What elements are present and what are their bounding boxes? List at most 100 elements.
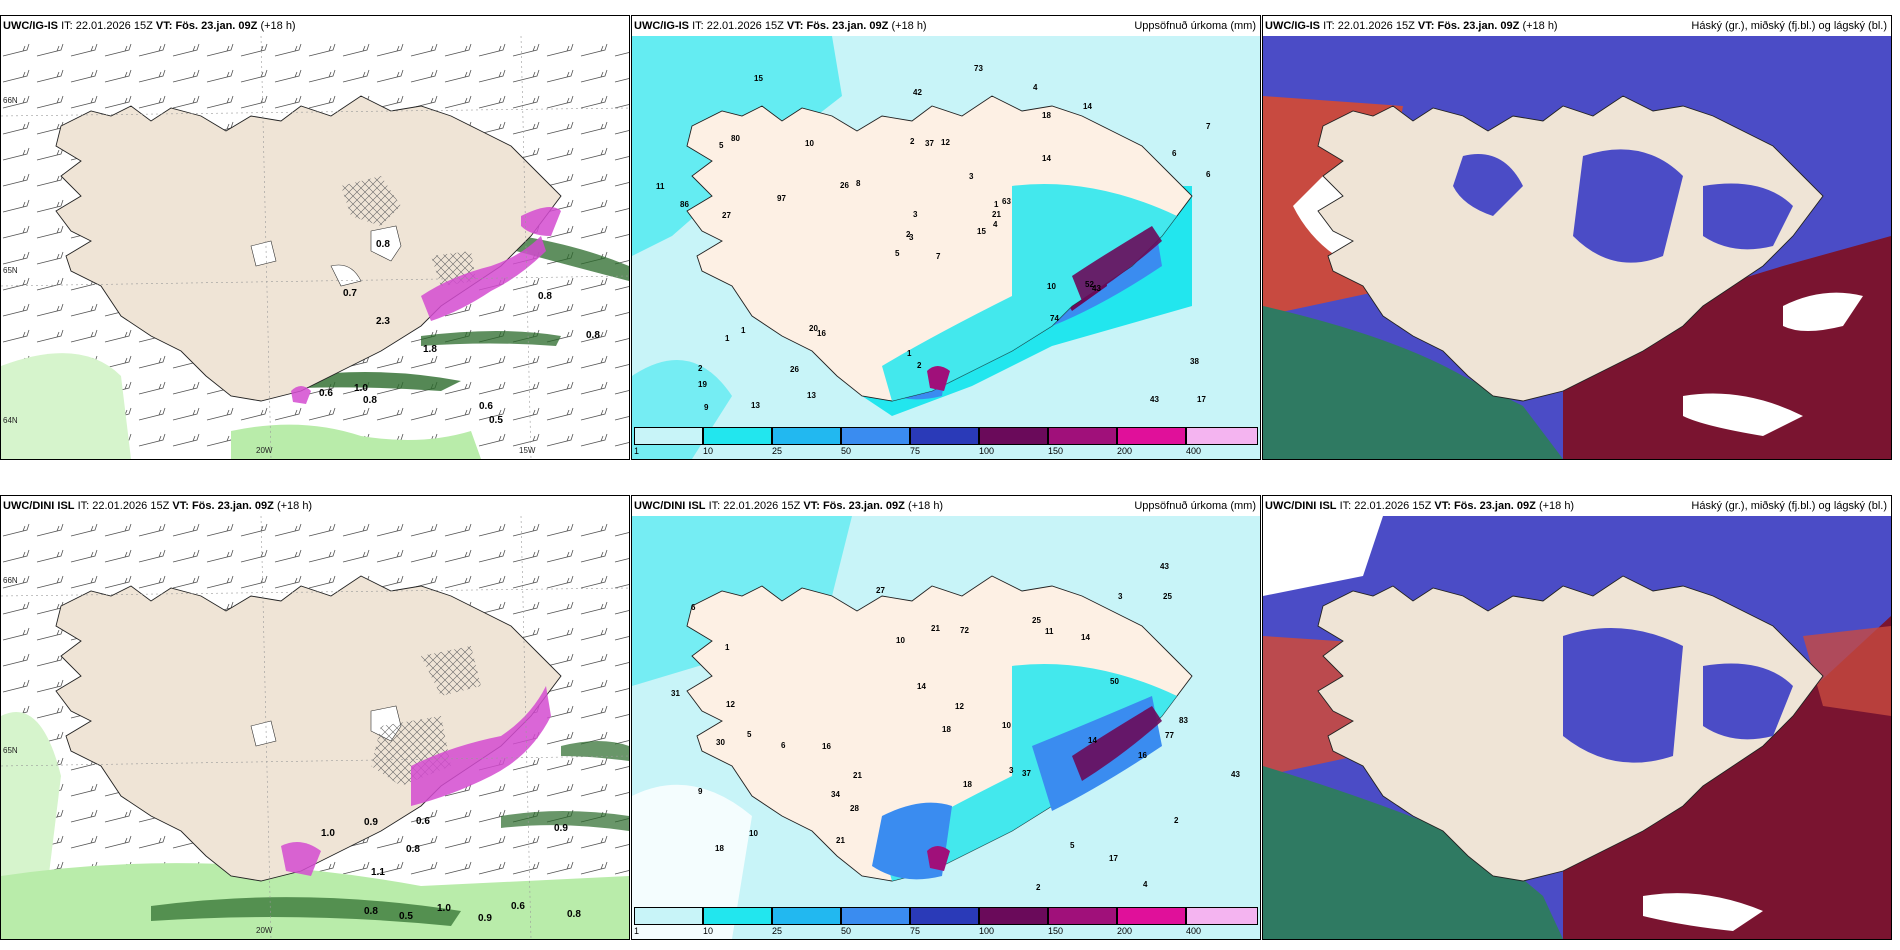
valid-time: Fös. 23.jan. 09Z — [175, 20, 258, 32]
valid-time: Fös. 23.jan. 09Z — [1453, 500, 1536, 512]
map-value-label: 50 — [1110, 677, 1119, 686]
map-value-label: 0.5 — [399, 911, 413, 922]
map-value-label: 5 — [747, 730, 752, 739]
precip-area — [882, 184, 1177, 401]
map-value-label: 6 — [691, 603, 696, 612]
map-value-label: 97 — [777, 194, 786, 203]
low-cloud-area — [1563, 616, 1891, 939]
map-value-label: 7 — [1206, 122, 1211, 131]
map-value-label: 2 — [917, 361, 922, 370]
map-value-label: 27 — [722, 211, 731, 220]
legend-swatch — [910, 907, 979, 925]
map-value-label: 0.6 — [511, 901, 525, 912]
map-value-label: 1.0 — [437, 903, 451, 914]
legend-swatch — [979, 907, 1048, 925]
map-value-label: 15 — [977, 227, 986, 236]
map-value-label: 0.7 — [343, 288, 357, 299]
lon-label: 20W — [256, 926, 273, 935]
map-value-label: 3 — [969, 172, 974, 181]
green-area — [1, 353, 131, 459]
lead-time: (+18 h) — [1522, 20, 1558, 32]
map-value-label: 13 — [751, 401, 760, 410]
map-value-label: 18 — [963, 780, 972, 789]
panel-header: UWC/DINI ISL IT: 22.01.2026 15Z VT: Fös.… — [632, 496, 1260, 516]
map-value-label: 0.8 — [538, 291, 552, 302]
legend-tick: 200 — [1117, 926, 1133, 936]
legend-swatch — [772, 907, 841, 925]
legend-swatch — [1186, 427, 1258, 445]
init-time: 22.01.2026 15Z — [1337, 20, 1415, 32]
map-value-label: 21 — [931, 624, 940, 633]
map-value-label: 42 — [913, 88, 922, 97]
map-value-label: 0.8 — [364, 906, 378, 917]
map-value-label: 10 — [1002, 721, 1011, 730]
snow-hatch — [341, 176, 476, 286]
legend-tick: 100 — [979, 446, 995, 456]
map-value-label: 14 — [917, 682, 926, 691]
legend-swatch — [1186, 907, 1258, 925]
map-value-label: 0.8 — [567, 909, 581, 920]
map-value-label: 25 — [1032, 616, 1041, 625]
lat-label: 66N — [3, 576, 18, 585]
iceland-landmass — [1317, 95, 1824, 402]
map-value-label: 86 — [680, 200, 689, 209]
wind-map-bottom — [1, 516, 629, 939]
mid-cloud-over-land — [1453, 149, 1793, 263]
map-value-label: 37 — [925, 139, 934, 148]
map-value-label: 1.8 — [423, 344, 437, 355]
map-value-label: 0.6 — [319, 388, 333, 399]
longitude-line — [260, 36, 272, 459]
high-cloud-area — [1263, 766, 1563, 939]
map-value-label: 4 — [993, 220, 998, 229]
legend-swatch — [910, 427, 979, 445]
panel-title: Uppsöfnuð úrkoma (mm) — [1134, 20, 1256, 32]
map-value-label: 1.0 — [321, 828, 335, 839]
lat-label: 66N — [3, 96, 18, 105]
map-value-label: 16 — [822, 742, 831, 751]
wind-map-panel-top[interactable]: UWC/IG-IS IT: 22.01.2026 15Z VT: Fös. 23… — [0, 15, 630, 460]
precip-max — [1072, 226, 1162, 301]
map-value-label: 9 — [698, 787, 703, 796]
panel-title: Háský (gr.), miðský (fj.bl.) og lágský (… — [1691, 20, 1887, 32]
map-value-label: 15 — [754, 74, 763, 83]
legend-tick: 400 — [1186, 446, 1202, 456]
lead-time: (+18 h) — [1538, 500, 1575, 512]
legend-tick: 150 — [1048, 446, 1064, 456]
map-value-label: 80 — [731, 134, 740, 143]
map-value-label: 1 — [907, 349, 912, 358]
precip-map-panel-bottom[interactable]: UWC/DINI ISL IT: 22.01.2026 15Z VT: Fös.… — [631, 495, 1261, 940]
model-name: UWC/DINI ISL — [1265, 500, 1337, 512]
cloud-map-panel-top[interactable]: UWC/IG-IS IT: 22.01.2026 15Z VT: Fös. 23… — [1262, 15, 1892, 460]
legend-tick: 50 — [841, 926, 852, 936]
green-band — [151, 897, 461, 926]
map-value-label: 10 — [1047, 282, 1056, 291]
legend-tick: 1 — [634, 926, 640, 936]
map-value-label: 28 — [850, 804, 859, 813]
map-value-label: 43 — [1160, 562, 1169, 571]
cloud-map-top — [1263, 36, 1891, 459]
map-value-label: 1 — [994, 200, 999, 209]
legend-tick: 150 — [1048, 926, 1064, 936]
legend-swatch — [1048, 427, 1117, 445]
cloud-map-bottom — [1263, 516, 1891, 939]
map-value-label: 5 — [895, 249, 900, 258]
lon-label: 20W — [256, 446, 273, 455]
legend-swatch — [772, 427, 841, 445]
init-time: 22.01.2026 15Z — [1354, 500, 1432, 512]
map-value-label: 3 — [909, 233, 914, 242]
lat-label: 64N — [3, 416, 18, 425]
map-value-label: 2 — [1174, 816, 1179, 825]
map-value-label: 16 — [817, 329, 826, 338]
precip-map-panel-top[interactable]: UWC/IG-IS IT: 22.01.2026 15Z VT: Fös. 23… — [631, 15, 1261, 460]
precip-max — [927, 366, 950, 391]
legend-tick: 75 — [910, 446, 921, 456]
legend-tick: 50 — [841, 446, 852, 456]
wind-map-panel-bottom[interactable]: UWC/DINI ISL IT: 22.01.2026 15Z VT: Fös.… — [0, 495, 630, 940]
snow-intensity-area — [411, 686, 551, 806]
map-value-label: 14 — [1088, 736, 1097, 745]
model-name: UWC/DINI ISL — [634, 500, 706, 512]
cloud-map-panel-bottom[interactable]: UWC/DINI ISL IT: 22.01.2026 15Z VT: Fös.… — [1262, 495, 1892, 940]
map-value-label: 34 — [831, 790, 840, 799]
snow-intensity-area — [291, 386, 311, 404]
map-value-label: 21 — [853, 771, 862, 780]
